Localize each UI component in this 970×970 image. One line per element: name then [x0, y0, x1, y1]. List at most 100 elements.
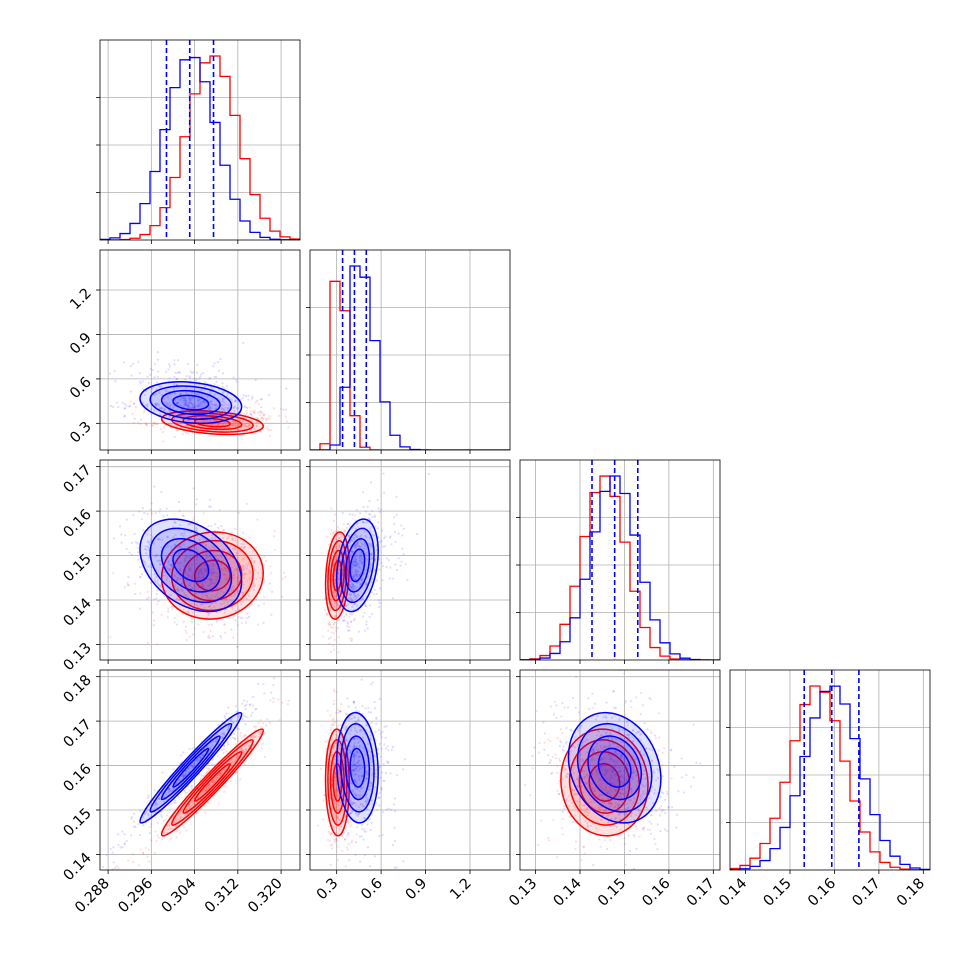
- scatter-point: [241, 753, 245, 756]
- scatter-point: [322, 818, 325, 821]
- scatter-point: [209, 578, 213, 581]
- scatter-point: [260, 417, 263, 420]
- scatter-point: [171, 406, 175, 409]
- scatter-point: [349, 555, 352, 558]
- scatter-point: [260, 416, 263, 420]
- scatter-point: [234, 527, 237, 531]
- scatter-point: [211, 534, 214, 537]
- scatter-point: [190, 587, 193, 590]
- scatter-point: [358, 544, 361, 548]
- scatter-point: [357, 777, 361, 780]
- scatter-point: [166, 545, 169, 548]
- scatter-point: [365, 582, 368, 586]
- scatter-point: [355, 543, 358, 546]
- scatter-point: [160, 838, 164, 841]
- scatter-point: [279, 407, 283, 410]
- scatter-point: [196, 404, 199, 408]
- scatter-point: [268, 428, 271, 432]
- scatter-point: [351, 550, 354, 553]
- scatter-point: [363, 816, 366, 820]
- scatter-point: [180, 533, 183, 537]
- scatter-point: [173, 543, 176, 547]
- scatter-point: [356, 764, 360, 767]
- scatter-point: [265, 419, 268, 422]
- scatter-point: [235, 568, 239, 571]
- scatter-point: [355, 794, 358, 797]
- scatter-point: [213, 582, 216, 585]
- scatter-point: [149, 563, 152, 566]
- scatter-point: [139, 575, 142, 579]
- scatter-point: [210, 582, 213, 585]
- scatter-point: [348, 597, 351, 600]
- scatter-point: [225, 569, 228, 572]
- scatter-point: [143, 511, 146, 515]
- scatter-point: [358, 796, 361, 799]
- scatter-point: [397, 532, 400, 535]
- scatter-point: [342, 750, 345, 753]
- panel-frame: [309, 669, 511, 871]
- scatter-point: [620, 775, 623, 779]
- scatter-point: [531, 767, 534, 770]
- scatter-point: [352, 745, 355, 748]
- scatter-point: [351, 839, 354, 842]
- scatter-point: [194, 404, 197, 407]
- scatter-point: [139, 607, 142, 610]
- scatter-point: [217, 413, 220, 416]
- scatter-point: [351, 571, 354, 574]
- scatter-point: [367, 749, 370, 753]
- scatter-point: [339, 537, 342, 540]
- scatter-point: [209, 547, 212, 551]
- scatter-point: [142, 816, 145, 819]
- scatter-point: [192, 487, 195, 490]
- scatter-point: [208, 612, 211, 615]
- scatter-point: [215, 423, 219, 426]
- scatter-point: [224, 577, 227, 580]
- scatter-point: [332, 724, 335, 727]
- scatter-point: [661, 751, 664, 754]
- scatter-point: [351, 585, 354, 589]
- scatter-point: [179, 404, 183, 407]
- scatter-point: [202, 399, 206, 402]
- scatter-point: [351, 551, 354, 554]
- scatter-point: [185, 829, 188, 832]
- gridlines: [520, 670, 720, 870]
- scatter-point: [160, 406, 163, 410]
- scatter-point: [222, 732, 226, 736]
- scatter-point: [558, 780, 561, 783]
- scatter-point: [219, 772, 222, 775]
- scatter-point: [242, 583, 245, 586]
- scatter-point: [189, 401, 192, 405]
- scatter-point: [220, 732, 223, 735]
- scatter-point: [205, 554, 208, 557]
- scatter-point: [252, 695, 255, 699]
- scatter-point: [349, 620, 352, 624]
- scatter-point: [148, 831, 152, 835]
- scatter-point: [111, 405, 115, 408]
- scatter-point: [345, 784, 348, 787]
- scatter-point: [220, 773, 223, 776]
- scatter-point: [336, 708, 339, 711]
- scatter-point: [180, 393, 183, 396]
- y-tick-label: 0.16: [61, 507, 95, 541]
- scatter-point: [141, 824, 145, 827]
- scatter-point: [195, 527, 199, 530]
- scatter-point: [335, 733, 338, 737]
- scatter-point: [233, 546, 237, 549]
- scatter-point: [174, 533, 177, 537]
- scatter-point: [359, 583, 362, 586]
- scatter-point: [370, 799, 373, 802]
- scatter-point: [334, 569, 337, 572]
- scatter-point: [356, 570, 360, 573]
- scatter-point: [393, 803, 396, 806]
- x-tick-label: 0.9: [403, 876, 431, 904]
- scatter-point: [201, 582, 204, 585]
- scatter-point: [231, 539, 234, 542]
- scatter-point: [349, 820, 352, 823]
- scatter-point: [427, 472, 430, 475]
- scatter-point: [356, 561, 359, 565]
- scatter-point: [228, 425, 231, 428]
- scatter-point: [332, 688, 336, 691]
- scatter-point: [185, 411, 188, 414]
- scatter-point: [145, 810, 148, 813]
- scatter-point: [200, 571, 203, 574]
